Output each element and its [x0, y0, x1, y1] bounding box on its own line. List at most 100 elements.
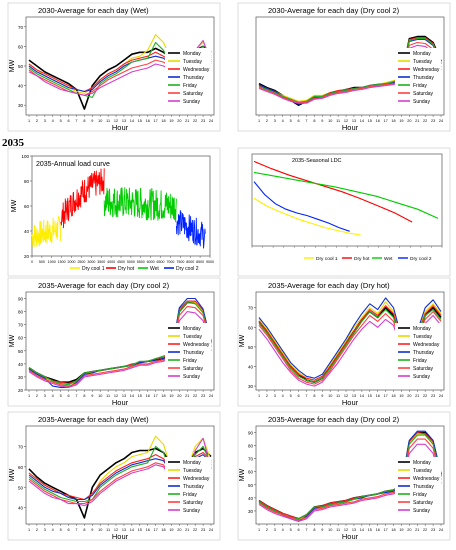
x-tick-label: 9 — [321, 394, 323, 398]
x-tick-label: 4500 — [117, 260, 125, 264]
x-tick-label: 9 — [91, 528, 93, 532]
legend-label-saturday: Saturday — [413, 500, 434, 506]
x-tick-label: 6 — [298, 394, 300, 398]
x-tick-label: 16 — [146, 394, 150, 398]
y-axis-label: MW — [239, 334, 246, 347]
x-tick-label: 4 — [282, 528, 284, 532]
x-tick-label: 14 — [130, 394, 134, 398]
x-tick-label: 1 — [258, 119, 260, 123]
x-tick-label: 15 — [138, 528, 142, 532]
x-tick-label: 9 — [321, 119, 323, 123]
x-tick-label: 5 — [290, 394, 292, 398]
x-tick-label: 12 — [114, 528, 118, 532]
series-line-wednesday — [258, 431, 442, 520]
legend-label-friday: Friday — [413, 83, 427, 89]
x-tick-label: 16 — [376, 119, 380, 123]
x-tick-label: 22 — [423, 119, 427, 123]
x-tick-label: 2 — [36, 394, 38, 398]
x-tick-label: 15 — [368, 394, 372, 398]
x-tick-label: 23 — [431, 394, 435, 398]
y-tick-label: 60 — [18, 465, 24, 470]
x-tick-label: 15 — [368, 119, 372, 123]
x-tick-label: 17 — [153, 119, 157, 123]
legend-label-wednesday: Wednesday — [413, 342, 440, 348]
x-tick-label: 19 — [399, 394, 403, 398]
x-tick-label: 13 — [352, 528, 356, 532]
chart-title: 2035-Annual load curve — [36, 161, 110, 168]
x-tick-label: 12 — [114, 394, 118, 398]
x-tick-label: 22 — [193, 528, 197, 532]
x-tick-label: 16 — [146, 119, 150, 123]
x-tick-label: 11 — [336, 119, 340, 123]
series-line-dry-cool-2 — [175, 210, 206, 249]
x-tick-label: 1 — [28, 394, 30, 398]
legend-label-dry-cool-1: Dry cool 1 — [316, 256, 338, 262]
x-axis-label: Hour — [342, 123, 359, 132]
y-tick-label: 60 — [18, 336, 24, 341]
legend-label-tuesday: Tuesday — [183, 468, 202, 474]
x-axis-label: Hour — [342, 398, 359, 407]
x-tick-label: 21 — [415, 119, 419, 123]
x-tick-label: 21 — [185, 528, 189, 532]
legend-label-thursday: Thursday — [413, 75, 434, 81]
chart-svg: 2035-Seasonal LDC Dry cool 1 Dry hot Wet Dry… — [237, 147, 451, 277]
x-tick-label: 5 — [60, 119, 62, 123]
x-axis-label: Hour — [112, 123, 129, 132]
y-tick-label: 50 — [248, 345, 254, 350]
chart-frame — [7, 147, 221, 277]
y-tick-label: 80 — [248, 444, 254, 449]
series-line-friday — [258, 38, 442, 103]
x-tick-label: 2 — [36, 528, 38, 532]
legend-label-monday: Monday — [413, 51, 431, 57]
y-tick-label: 50 — [248, 483, 254, 488]
legend-label-wednesday: Wednesday — [183, 67, 210, 73]
x-tick-label: 8 — [83, 528, 85, 532]
x-tick-label: 17 — [383, 528, 387, 532]
legend-label-friday: Friday — [183, 492, 197, 498]
x-tick-label: 500 — [39, 260, 45, 264]
x-tick-label: 4 — [52, 119, 54, 123]
plot-area — [255, 16, 445, 116]
y-tick-label: 60 — [248, 325, 254, 330]
x-tick-label: 24 — [209, 394, 213, 398]
x-tick-label: 20 — [177, 119, 181, 123]
legend-box — [395, 457, 441, 517]
legend-label-dry-cool-1: Dry cool 1 — [82, 266, 105, 272]
x-tick-label: 9 — [91, 119, 93, 123]
chart-svg: 2030-Average for each day (Wet) MW Hour 70 6… — [7, 2, 221, 132]
x-tick-label: 17 — [153, 528, 157, 532]
x-tick-label: 6 — [68, 394, 70, 398]
x-tick-label: 7 — [75, 119, 77, 123]
legend-label-dry-hot: Dry hot — [354, 256, 370, 262]
series-line-sunday — [258, 443, 442, 522]
x-tick-label: 15 — [368, 528, 372, 532]
x-tick-label: 13 — [122, 394, 126, 398]
x-tick-label: 10 — [98, 528, 102, 532]
y-axis-label: MW — [11, 199, 18, 212]
series-line-dry-cool-1 — [31, 216, 62, 248]
y-tick-label: 20 — [18, 388, 24, 393]
y-tick-label: 70 — [248, 306, 254, 311]
chart-2035-annual-load-curve: 2035-Annual load curve MW 100 80 60 40 20 0 500 1… — [7, 147, 221, 277]
x-tick-label: 8 — [83, 394, 85, 398]
x-tick-label: 21 — [415, 528, 419, 532]
y-tick-label: 60 — [18, 44, 24, 49]
chart-title: 2030-Average for each day (Dry cool 2) — [268, 6, 400, 15]
series-line-saturday — [258, 41, 442, 103]
x-tick-label: 1 — [258, 528, 260, 532]
series-line-dry-cool-2 — [253, 181, 350, 232]
legend-label-thursday: Thursday — [413, 350, 434, 356]
legend-label-wet: Wet — [150, 266, 159, 272]
x-tick-label: 5 — [60, 394, 62, 398]
x-tick-label: 23 — [201, 528, 205, 532]
x-tick-label: 11 — [106, 528, 110, 532]
series-line-saturday — [258, 438, 442, 521]
x-tick-label: 21 — [185, 394, 189, 398]
legend-label-friday: Friday — [413, 358, 427, 364]
y-tick-label: 40 — [248, 496, 254, 501]
y-tick-label: 50 — [18, 64, 24, 69]
legend-label-wednesday: Wednesday — [183, 342, 210, 348]
x-tick-label: 9 — [91, 394, 93, 398]
y-tick-label: 20 — [24, 254, 30, 259]
x-tick-label: 14 — [360, 394, 364, 398]
